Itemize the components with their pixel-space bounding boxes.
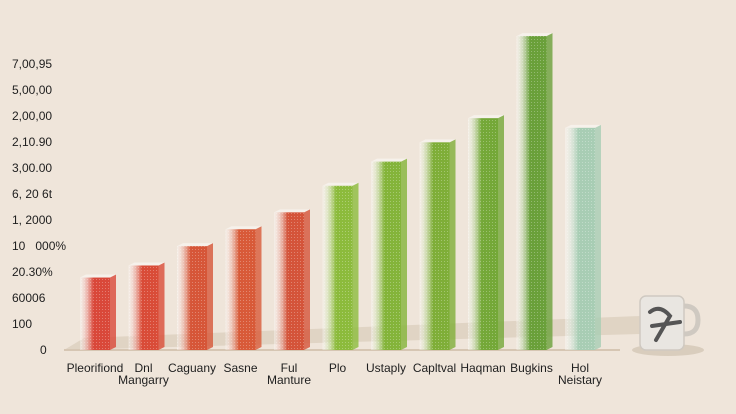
y-tick-label: 10 000% (12, 239, 67, 253)
y-tick-label: 5,00,00 (12, 83, 53, 97)
y-tick-label: 2,10.90 (12, 135, 53, 149)
x-category-label: Caguany (167, 361, 217, 375)
x-category-label: Bugkins (510, 361, 553, 375)
x-category-label: Dnl Mangarry (118, 361, 169, 387)
bar (516, 33, 553, 351)
bar (419, 139, 456, 350)
y-tick-label: 60006 (12, 291, 46, 305)
x-category-label: Ustaply (365, 361, 406, 375)
y-tick-label: 20.30% (12, 265, 53, 279)
bar (80, 274, 116, 350)
y-tick-label: 6, 20 6t (12, 187, 53, 201)
y-tick-label: 0 (40, 343, 47, 357)
bar (565, 124, 601, 350)
x-category-label: Plo (328, 361, 347, 375)
x-category-label: Capltval (412, 361, 457, 375)
x-category-label: Ful Manture (266, 361, 312, 387)
bar (274, 209, 310, 350)
x-category-label: Pleorifiond (66, 361, 124, 375)
bar (468, 115, 504, 350)
y-tick-label: 2,00,00 (12, 109, 53, 123)
bar (177, 243, 213, 350)
bar (371, 158, 407, 350)
x-category-label: Haqman (460, 361, 506, 375)
bar (128, 262, 165, 350)
bar (322, 182, 359, 350)
x-category-label: Hol Neistary (557, 361, 602, 387)
coffee-mug-icon (632, 295, 704, 356)
y-tick-label: 100 (12, 317, 33, 331)
y-tick-label: 1, 2000 (12, 213, 53, 227)
bar (225, 226, 262, 350)
x-category-label: Sasne (223, 361, 258, 375)
y-tick-label: 7,00,95 (12, 57, 53, 71)
y-tick-label: 3,00.00 (12, 161, 53, 175)
